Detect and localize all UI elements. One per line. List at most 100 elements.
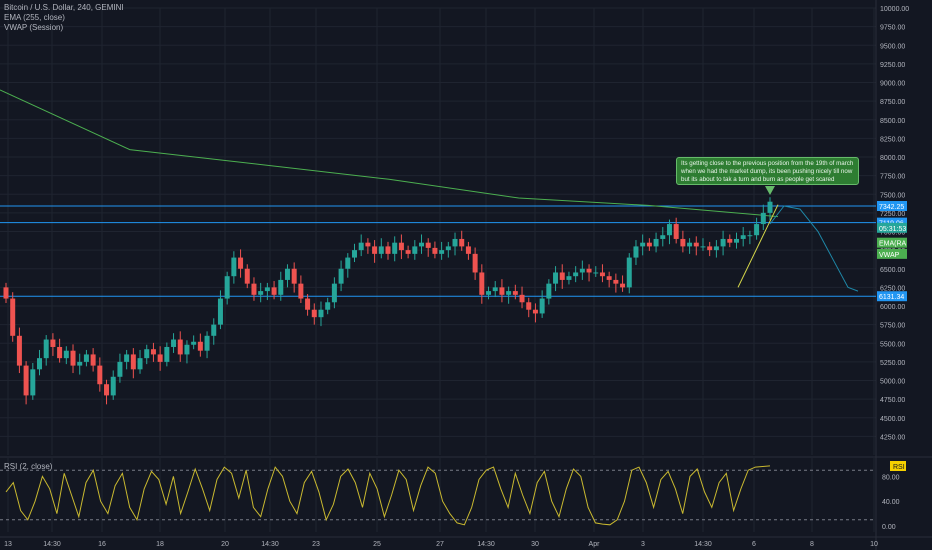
annotation-callout[interactable]: Its getting close to the previous positi… — [676, 157, 859, 185]
candle-body — [231, 257, 237, 277]
time-axis[interactable]: 13 14:30 16 18 20 14:30 23 25 27 14:30 30 Apr 3 14:30… — [4, 541, 878, 548]
time-tick-label: 23 — [312, 541, 320, 548]
price-tick-label: 8750.00 — [880, 99, 905, 106]
price-tick-label: 10000.00 — [880, 6, 909, 13]
candle-body — [298, 283, 304, 299]
candle-body — [150, 349, 156, 355]
chart-title: Bitcoin / U.S. Dollar, 240, GEMINI — [4, 3, 124, 12]
candle-body — [264, 287, 270, 292]
candle-body — [492, 287, 498, 292]
candle-body — [63, 350, 69, 359]
candle-body — [439, 250, 445, 254]
candle-body — [10, 298, 16, 336]
candle-body — [144, 349, 150, 359]
candle-body — [258, 291, 264, 295]
projection-path — [769, 205, 859, 292]
candle-body — [579, 268, 585, 273]
candle-body — [606, 276, 612, 280]
candle-body — [559, 272, 565, 280]
candle-body — [666, 224, 672, 236]
candle-body — [419, 242, 425, 247]
candle-body — [278, 279, 284, 295]
candle-body — [486, 291, 492, 295]
candle-body — [452, 238, 458, 247]
candle-body — [83, 354, 89, 362]
ema-legend[interactable]: EMA (255, close) — [4, 13, 65, 22]
price-tick-label: 7750.00 — [880, 174, 905, 181]
candle-body — [405, 250, 411, 254]
candle-body — [425, 242, 431, 248]
candle-body — [398, 242, 404, 251]
candle-body — [338, 268, 344, 284]
rsi-tag — [890, 461, 906, 471]
candle-body — [104, 384, 110, 396]
candle-body — [3, 287, 9, 299]
candle-body — [110, 376, 116, 396]
candle-body — [291, 268, 297, 284]
candle-body — [733, 238, 739, 243]
candle-body — [512, 291, 518, 295]
candle-body — [358, 242, 364, 251]
price-tick-label: 9500.00 — [880, 43, 905, 50]
candle-body — [660, 235, 666, 239]
price-tag — [877, 201, 907, 212]
time-tick-label: 20 — [221, 541, 229, 548]
price-tick-label: 5750.00 — [880, 323, 905, 330]
candle-body — [378, 246, 384, 254]
candle-body — [626, 257, 632, 288]
time-tick-label: 14:30 — [261, 541, 279, 548]
candle-body — [392, 242, 398, 254]
candle-body — [43, 339, 49, 359]
candle-body — [217, 298, 223, 325]
candle-body — [479, 272, 485, 295]
candle-body — [284, 268, 290, 280]
candle-body — [586, 268, 592, 273]
candle-body — [97, 365, 103, 385]
price-tick-label: 8500.00 — [880, 118, 905, 125]
candle-body — [117, 361, 123, 377]
time-tick-label: Apr — [589, 541, 601, 548]
candle-body — [693, 242, 699, 247]
candle-body — [539, 298, 545, 314]
candle-body — [16, 335, 22, 366]
candle-body — [184, 344, 190, 355]
candle-body — [412, 246, 418, 254]
price-tick-label: 7500.00 — [880, 192, 905, 199]
candle-body — [157, 354, 163, 362]
rsi-legend[interactable]: RSI (2, close) — [4, 462, 53, 471]
ema-path — [0, 89, 779, 218]
candle-body — [311, 309, 317, 318]
vwap-legend[interactable]: VWAP (Session) — [4, 23, 64, 32]
time-tick-label: 13 — [4, 541, 12, 548]
time-tick-label: 8 — [810, 541, 814, 548]
candle-body — [30, 369, 36, 396]
price-tick-label: 5500.00 — [880, 341, 905, 348]
candle-body — [472, 253, 478, 273]
candle-body — [727, 238, 733, 243]
candle-body — [740, 235, 746, 239]
candle-body — [747, 235, 753, 237]
candle-body — [707, 246, 713, 251]
price-tag — [877, 217, 907, 228]
price-tag — [877, 237, 907, 248]
time-tick-label: 16 — [98, 541, 106, 548]
price-tick-label: 5250.00 — [880, 360, 905, 367]
candle-body — [432, 247, 438, 254]
price-axis[interactable]: 4250.00 4500.00 4750.00 5000.00 5250.00 5500.… — [877, 6, 909, 531]
price-tick-label: 8000.00 — [880, 155, 905, 162]
candle-body — [351, 250, 357, 258]
candle-body — [137, 358, 143, 370]
price-tick-label: 4750.00 — [880, 397, 905, 404]
candle-body — [191, 341, 197, 345]
price-tick-label: 9000.00 — [880, 81, 905, 88]
time-tick-label: 10 — [870, 541, 878, 548]
candle-body — [70, 350, 76, 366]
candle-body — [345, 257, 351, 269]
candle-body — [680, 238, 686, 247]
price-tick-label: 4500.00 — [880, 416, 905, 423]
candle-body — [519, 294, 525, 303]
candle-body — [130, 354, 136, 370]
candle-body — [720, 238, 726, 247]
candle-body — [506, 291, 512, 295]
